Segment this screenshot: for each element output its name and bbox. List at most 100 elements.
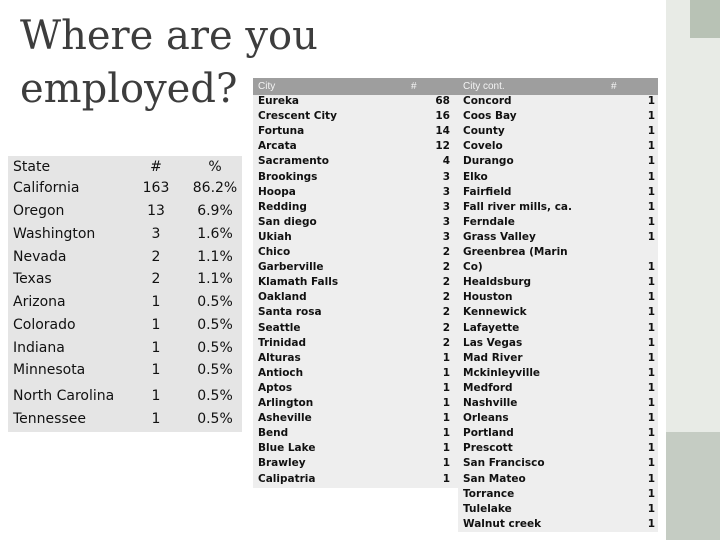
city-name: Torrance [463, 487, 515, 500]
city-name: Santa rosa [258, 306, 322, 319]
city-name: Houston [463, 291, 513, 304]
table-row: Fall river mills, ca. 1 [458, 200, 658, 215]
city-count: 1 [442, 366, 450, 379]
table-row: Kennewick 1 [458, 305, 658, 320]
city-count: 1 [647, 155, 655, 168]
city-count: 3 [442, 170, 450, 183]
city-count: 1 [647, 517, 655, 530]
city-count: 2 [442, 321, 450, 334]
table-row: Ferndale 1 [458, 215, 658, 230]
city-name: Brawley [258, 457, 306, 470]
table-row: Brawley 1 [253, 456, 458, 471]
city-count: 1 [647, 397, 655, 409]
city-name: Portland [463, 427, 514, 440]
city-name: Hoopa [258, 185, 296, 198]
city-count: 1 [647, 472, 655, 485]
city-count: 1 [647, 457, 655, 470]
city-name: Antioch [258, 366, 304, 379]
city-name: San Mateo [463, 472, 526, 485]
city-count: 1 [647, 427, 655, 440]
city-count: 1 [442, 427, 450, 440]
table-row: Fortuna 14 [253, 124, 458, 139]
city-count: 1 [442, 457, 450, 470]
city-name: Calipatria [258, 472, 316, 485]
table-row: Chico 2 [253, 245, 458, 260]
city-name: Healdsburg [463, 276, 532, 289]
city-count: 2 [442, 276, 450, 289]
table-row: California 163 86.2% [8, 177, 242, 200]
city-name: Greenbrea (Marin [463, 246, 568, 258]
table-row: Oakland 2 [253, 290, 458, 305]
city-count: 1 [647, 336, 655, 349]
city-count: 1 [647, 291, 655, 304]
state-name: Texas [13, 271, 52, 287]
city-count: 3 [442, 185, 450, 198]
percent-header-label: % [208, 159, 222, 175]
city-name: Klamath Falls [258, 276, 339, 289]
city-name: Oakland [258, 291, 307, 304]
city-name: Seattle [258, 321, 301, 334]
table-row: Washington 3 1.6% [8, 223, 242, 246]
city-name: Trinidad [258, 336, 306, 349]
city-count: 1 [442, 442, 450, 455]
table-row: Arcata 12 [253, 139, 458, 154]
city-name: Blue Lake [258, 442, 316, 455]
table-row: Walnut creek 1 [458, 517, 658, 532]
city-name: Medford [463, 381, 513, 394]
city-name: Crescent City [258, 110, 337, 123]
state-percent: 0.5% [197, 362, 233, 378]
table-row: Portland 1 [458, 426, 658, 441]
state-percent: 1.1% [197, 271, 233, 287]
city-name: Eureka [258, 95, 300, 107]
table-row: Tennessee 1 0.5% [8, 408, 242, 431]
table-row: Alturas 1 [253, 351, 458, 366]
table-row: Aptos 1 [253, 381, 458, 396]
slide-title: Where are you employed? [20, 13, 318, 112]
state-name: Colorado [13, 317, 76, 333]
table-row: Crescent City 16 [253, 109, 458, 124]
city-count: 3 [442, 230, 450, 243]
city-name: Concord [463, 95, 512, 107]
city-count: 1 [647, 366, 655, 379]
city-count: 12 [435, 140, 450, 153]
city-name: Nashville [463, 397, 518, 409]
city-count: 1 [647, 170, 655, 183]
table-row: Santa rosa 2 [253, 305, 458, 320]
table-row: Arlington 1 [253, 396, 458, 411]
city-count: 1 [647, 95, 655, 107]
state-name: Arizona [13, 294, 66, 310]
city-count: 1 [647, 215, 655, 228]
state-percent: 1.6% [197, 226, 233, 242]
table-row: Blue Lake 1 [253, 441, 458, 456]
table-row: Elko 1 [458, 170, 658, 185]
table-row: Mad River 1 [458, 351, 658, 366]
city-count: 1 [647, 140, 655, 153]
table-row: Nevada 2 1.1% [8, 246, 242, 269]
city-count: 1 [647, 321, 655, 334]
table-row: Fairfield 1 [458, 185, 658, 200]
city-table-right-header: City cont. # [458, 78, 658, 95]
city-name: Prescott [463, 442, 513, 455]
city-count: 1 [647, 442, 655, 455]
table-row: Torrance 1 [458, 487, 658, 502]
city-name: Chico [258, 246, 291, 258]
state-percent: 0.5% [197, 317, 233, 333]
state-name: North Carolina [13, 388, 115, 404]
table-row: San Francisco 1 [458, 456, 658, 471]
state-name: California [13, 180, 80, 196]
count-header-label: # [611, 81, 617, 92]
city-count: 3 [442, 200, 450, 213]
city-name: Walnut creek [463, 517, 542, 530]
state-table: State #% California 163 86.2% Oregon 13 6.9% Was… [8, 156, 242, 432]
city-count: 1 [647, 306, 655, 319]
city-name: Orleans [463, 412, 509, 425]
state-count: 163 [142, 180, 170, 196]
city-count: 1 [647, 487, 655, 500]
city-name: Kennewick [463, 306, 527, 319]
table-row: Durango 1 [458, 154, 658, 169]
state-count: 3 [151, 226, 161, 242]
table-row: Oregon 13 6.9% [8, 200, 242, 223]
state-count: 2 [151, 249, 161, 265]
city-name: Alturas [258, 351, 301, 364]
table-row: Grass Valley 1 [458, 230, 658, 245]
